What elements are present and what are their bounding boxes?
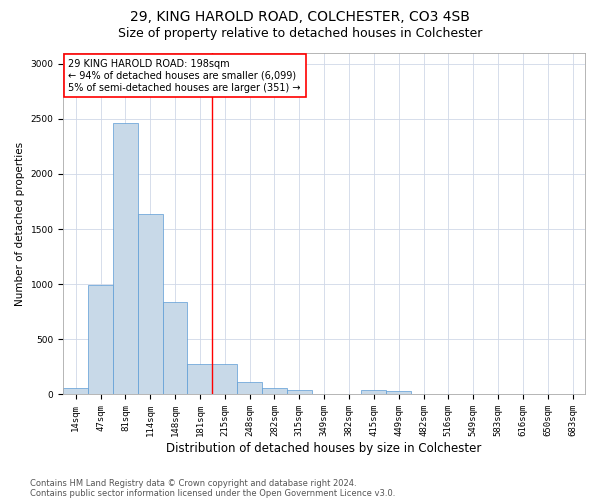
X-axis label: Distribution of detached houses by size in Colchester: Distribution of detached houses by size … [166,442,482,455]
Text: Contains public sector information licensed under the Open Government Licence v3: Contains public sector information licen… [30,488,395,498]
Bar [262,388,287,394]
Bar [386,391,411,394]
Y-axis label: Number of detached properties: Number of detached properties [15,142,25,306]
Bar [63,388,88,394]
Text: Contains HM Land Registry data © Crown copyright and database right 2024.: Contains HM Land Registry data © Crown c… [30,478,356,488]
Bar [361,390,386,394]
Bar [212,364,237,394]
Text: 29 KING HAROLD ROAD: 198sqm
← 94% of detached houses are smaller (6,099)
5% of s: 29 KING HAROLD ROAD: 198sqm ← 94% of det… [68,60,301,92]
Bar [138,214,163,394]
Bar [88,286,113,395]
Bar [163,302,187,394]
Bar [237,382,262,394]
Text: 29, KING HAROLD ROAD, COLCHESTER, CO3 4SB: 29, KING HAROLD ROAD, COLCHESTER, CO3 4S… [130,10,470,24]
Bar [187,364,212,394]
Bar [287,390,312,394]
Bar [113,123,138,394]
Text: Size of property relative to detached houses in Colchester: Size of property relative to detached ho… [118,28,482,40]
